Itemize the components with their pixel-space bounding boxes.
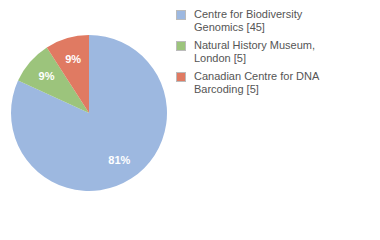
html-text:Centre for Biodiversity Genomi: Centre for Biodiversity Genomics [45] [194, 8, 303, 33]
html-text:Natural History Museum, London: Natural History Museum, London [5] [194, 39, 315, 64]
svg-text:9%: 9% [65, 53, 81, 65]
html-text:Canadian Centre for DNA Barcod: Canadian Centre for DNA Barcoding [5] [194, 70, 319, 95]
svg-text:9%: 9% [39, 70, 55, 82]
svg-text:81%: 81% [108, 154, 130, 166]
